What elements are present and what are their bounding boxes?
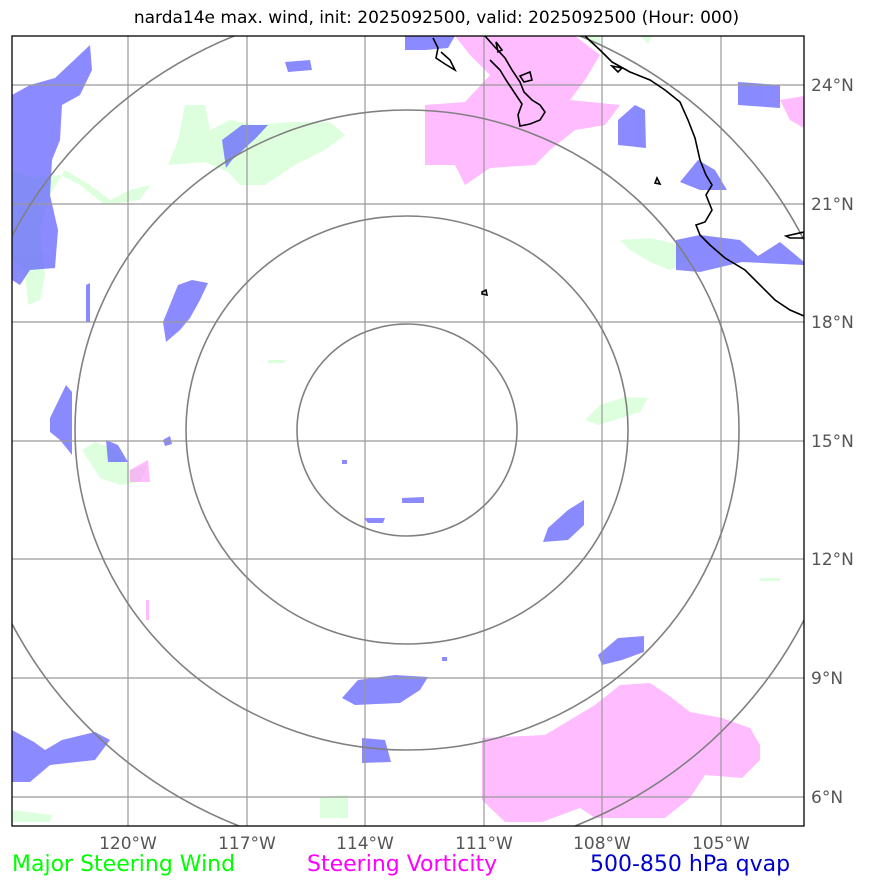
lon-label: 117°W bbox=[218, 834, 276, 854]
map-title: narda14e max. wind, init: 2025092500, va… bbox=[133, 8, 740, 28]
lat-label: 6°N bbox=[811, 788, 843, 808]
lat-label: 9°N bbox=[811, 669, 843, 689]
lon-label: 114°W bbox=[336, 834, 394, 854]
lon-label: 120°W bbox=[99, 834, 157, 854]
steering-vorticity-shading bbox=[130, 36, 804, 822]
legend-steering-vorticity: Steering Vorticity bbox=[307, 852, 498, 877]
lon-label: 105°W bbox=[692, 834, 750, 854]
lon-label: 108°W bbox=[573, 834, 631, 854]
legend-qvap: 500-850 hPa qvap bbox=[590, 852, 791, 877]
ring-1 bbox=[296, 323, 518, 537]
distance-rings bbox=[12, 36, 804, 826]
coastline bbox=[432, 36, 804, 317]
qvap-shading bbox=[12, 36, 804, 782]
lon-label: 111°W bbox=[455, 834, 513, 854]
latitude-labels: 24°N 21°N 18°N 15°N 12°N 9°N 6°N bbox=[811, 76, 854, 808]
ring-3 bbox=[74, 109, 740, 751]
lat-label: 18°N bbox=[811, 313, 854, 333]
graticule bbox=[12, 36, 804, 826]
lat-label: 21°N bbox=[811, 195, 854, 215]
legend-steering-wind: Major Steering Wind bbox=[12, 852, 236, 877]
lat-label: 12°N bbox=[811, 550, 854, 570]
lat-label: 24°N bbox=[811, 76, 854, 96]
ring-2 bbox=[185, 215, 629, 645]
plot-frame bbox=[11, 35, 805, 827]
lat-label: 15°N bbox=[811, 432, 854, 452]
longitude-labels: 120°W 117°W 114°W 111°W 108°W 105°W bbox=[99, 834, 750, 854]
